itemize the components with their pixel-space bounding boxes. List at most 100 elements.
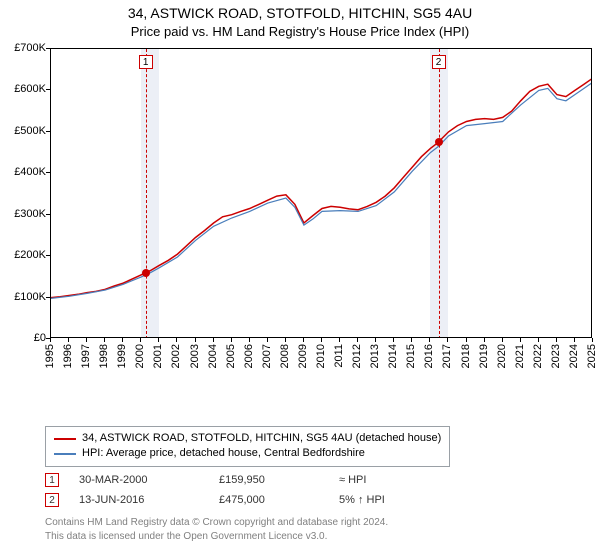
x-tick-mark (195, 338, 196, 342)
footer-line-2: This data is licensed under the Open Gov… (45, 530, 388, 544)
event-marker-box: 1 (139, 55, 153, 69)
page-title: 34, ASTWICK ROAD, STOTFOLD, HITCHIN, SG5… (0, 4, 600, 23)
y-tick-label: £0 (6, 332, 46, 344)
legend: 34, ASTWICK ROAD, STOTFOLD, HITCHIN, SG5… (45, 426, 450, 467)
y-tick-label: £400K (6, 166, 46, 178)
x-tick-label: 1999 (116, 344, 128, 368)
x-tick-label: 1997 (80, 344, 92, 368)
x-tick-label: 1998 (98, 344, 110, 368)
plot-area: 12 (50, 48, 592, 338)
y-tick-label: £500K (6, 125, 46, 137)
y-tick-label: £600K (6, 83, 46, 95)
x-tick-mark (68, 338, 69, 342)
chart: £0£100K£200K£300K£400K£500K£600K£700K 19… (8, 48, 592, 378)
x-tick-mark (393, 338, 394, 342)
x-tick-mark (213, 338, 214, 342)
x-tick-label: 2021 (514, 344, 526, 368)
event-row: 2 13-JUN-2016£475,0005% ↑ HPI (45, 490, 439, 510)
x-tick-label: 1995 (44, 344, 56, 368)
x-tick-label: 2007 (261, 344, 273, 368)
event-dot (142, 269, 150, 277)
legend-swatch (54, 438, 76, 440)
x-tick-label: 2022 (532, 344, 544, 368)
x-tick-label: 2013 (369, 344, 381, 368)
x-tick-mark (357, 338, 358, 342)
x-tick-mark (303, 338, 304, 342)
x-tick-label: 2012 (351, 344, 363, 368)
x-tick-mark (592, 338, 593, 342)
event-row-marker: 2 (45, 493, 59, 507)
page-subtitle: Price paid vs. HM Land Registry's House … (0, 23, 600, 41)
legend-item: 34, ASTWICK ROAD, STOTFOLD, HITCHIN, SG5… (54, 431, 441, 446)
x-tick-mark (466, 338, 467, 342)
event-vline (146, 49, 147, 338)
x-tick-mark (86, 338, 87, 342)
y-tick-label: £300K (6, 208, 46, 220)
x-tick-mark (249, 338, 250, 342)
y-tick-label: £200K (6, 249, 46, 261)
x-tick-label: 2017 (441, 344, 453, 368)
x-tick-label: 2008 (279, 344, 291, 368)
x-tick-label: 2004 (207, 344, 219, 368)
x-tick-mark (321, 338, 322, 342)
x-tick-mark (502, 338, 503, 342)
event-row-delta: 5% ↑ HPI (339, 494, 439, 506)
x-tick-label: 2010 (315, 344, 327, 368)
x-tick-label: 2015 (405, 344, 417, 368)
event-row-date: 30-MAR-2000 (79, 474, 219, 486)
x-tick-label: 2025 (586, 344, 598, 368)
footer-line-1: Contains HM Land Registry data © Crown c… (45, 516, 388, 530)
legend-label: 34, ASTWICK ROAD, STOTFOLD, HITCHIN, SG5… (82, 431, 441, 446)
x-tick-label: 2002 (170, 344, 182, 368)
x-tick-label: 2020 (496, 344, 508, 368)
x-tick-mark (538, 338, 539, 342)
legend-item: HPI: Average price, detached house, Cent… (54, 446, 441, 461)
legend-swatch (54, 453, 76, 455)
x-tick-label: 2001 (152, 344, 164, 368)
series-line (51, 78, 592, 298)
x-tick-mark (429, 338, 430, 342)
x-tick-mark (574, 338, 575, 342)
x-tick-label: 2016 (423, 344, 435, 368)
x-tick-mark (520, 338, 521, 342)
x-tick-mark (176, 338, 177, 342)
event-row: 1 30-MAR-2000£159,950≈ HPI (45, 470, 439, 490)
title-block: 34, ASTWICK ROAD, STOTFOLD, HITCHIN, SG5… (0, 0, 600, 40)
series-line (51, 82, 592, 298)
event-vline (439, 49, 440, 338)
event-row-marker: 1 (45, 473, 59, 487)
x-tick-label: 2014 (387, 344, 399, 368)
x-tick-mark (267, 338, 268, 342)
x-tick-label: 2019 (478, 344, 490, 368)
event-marker-box: 2 (432, 55, 446, 69)
event-row-date: 13-JUN-2016 (79, 494, 219, 506)
x-tick-label: 2009 (297, 344, 309, 368)
series-svg (51, 49, 592, 338)
x-tick-label: 2006 (243, 344, 255, 368)
x-tick-label: 2005 (225, 344, 237, 368)
x-tick-label: 2000 (134, 344, 146, 368)
y-tick-label: £700K (6, 42, 46, 54)
x-tick-mark (447, 338, 448, 342)
legend-label: HPI: Average price, detached house, Cent… (82, 446, 365, 461)
x-tick-label: 2003 (189, 344, 201, 368)
event-row-price: £159,950 (219, 474, 339, 486)
x-tick-mark (231, 338, 232, 342)
footer: Contains HM Land Registry data © Crown c… (45, 516, 388, 543)
x-tick-label: 2024 (568, 344, 580, 368)
x-tick-label: 1996 (62, 344, 74, 368)
x-tick-label: 2023 (550, 344, 562, 368)
x-tick-mark (122, 338, 123, 342)
x-tick-mark (484, 338, 485, 342)
x-tick-mark (285, 338, 286, 342)
event-dot (435, 138, 443, 146)
x-tick-mark (140, 338, 141, 342)
x-tick-mark (158, 338, 159, 342)
y-tick-label: £100K (6, 291, 46, 303)
x-tick-mark (339, 338, 340, 342)
event-row-price: £475,000 (219, 494, 339, 506)
events-table: 1 30-MAR-2000£159,950≈ HPI 2 13-JUN-2016£47… (45, 470, 439, 510)
x-tick-mark (556, 338, 557, 342)
event-row-delta: ≈ HPI (339, 474, 439, 486)
x-tick-label: 2018 (460, 344, 472, 368)
